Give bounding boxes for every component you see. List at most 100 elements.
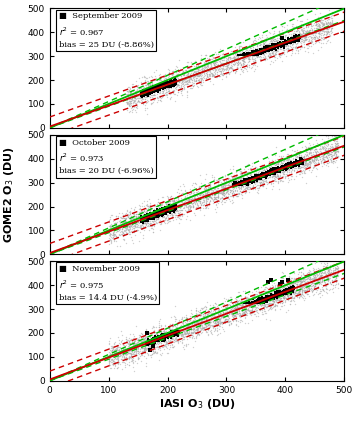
Point bbox=[197, 308, 202, 315]
Point bbox=[157, 335, 163, 342]
Point bbox=[284, 291, 290, 298]
Point bbox=[125, 223, 130, 230]
Point bbox=[125, 345, 130, 352]
Point bbox=[175, 208, 181, 215]
Point bbox=[313, 160, 319, 167]
Point bbox=[285, 39, 291, 46]
Point bbox=[306, 279, 312, 286]
Point bbox=[321, 159, 326, 166]
Point bbox=[291, 34, 296, 41]
Point bbox=[274, 42, 279, 49]
Point bbox=[136, 97, 141, 104]
Point bbox=[263, 55, 268, 62]
Point bbox=[225, 56, 231, 63]
Point bbox=[107, 350, 113, 357]
Point bbox=[195, 70, 201, 77]
Point bbox=[292, 158, 297, 165]
Point bbox=[282, 295, 287, 302]
Point bbox=[283, 166, 289, 173]
Point bbox=[308, 286, 314, 293]
Point bbox=[311, 268, 317, 275]
Point bbox=[115, 346, 120, 353]
Point bbox=[234, 179, 240, 186]
Point bbox=[295, 34, 301, 41]
Point bbox=[299, 283, 304, 290]
Point bbox=[106, 355, 112, 362]
Point bbox=[148, 215, 154, 222]
Point bbox=[179, 328, 185, 335]
Point bbox=[154, 338, 160, 345]
Point bbox=[300, 270, 306, 277]
Point bbox=[291, 38, 297, 44]
Point bbox=[281, 288, 287, 294]
Point bbox=[236, 55, 241, 62]
Point bbox=[261, 170, 267, 177]
Point bbox=[290, 286, 296, 293]
Point bbox=[111, 352, 116, 359]
Point bbox=[251, 48, 256, 55]
Point bbox=[285, 164, 291, 171]
Point bbox=[299, 157, 304, 164]
Point bbox=[219, 65, 225, 71]
Point bbox=[275, 292, 280, 299]
Point bbox=[233, 308, 239, 315]
Point bbox=[162, 330, 168, 337]
Point bbox=[128, 344, 134, 351]
Point bbox=[253, 301, 258, 308]
Point bbox=[258, 168, 264, 175]
Point bbox=[267, 305, 273, 311]
Point bbox=[323, 148, 329, 154]
Point bbox=[264, 297, 269, 303]
Point bbox=[233, 305, 239, 311]
Point bbox=[213, 305, 219, 312]
Point bbox=[238, 181, 244, 187]
Point bbox=[269, 299, 275, 306]
Point bbox=[233, 174, 238, 181]
Point bbox=[225, 194, 231, 201]
Point bbox=[274, 292, 279, 299]
Point bbox=[171, 206, 177, 212]
Point bbox=[291, 284, 296, 291]
Point bbox=[309, 155, 315, 162]
Point bbox=[128, 228, 133, 234]
Point bbox=[181, 321, 187, 328]
Point bbox=[331, 157, 336, 164]
Point bbox=[192, 324, 197, 330]
Point bbox=[267, 44, 272, 51]
Point bbox=[141, 93, 147, 99]
Point bbox=[234, 310, 240, 317]
Point bbox=[282, 291, 288, 297]
Point bbox=[137, 333, 142, 340]
Point bbox=[189, 199, 195, 206]
Point bbox=[206, 58, 212, 65]
Point bbox=[160, 201, 165, 207]
Point bbox=[304, 161, 309, 168]
Point bbox=[157, 83, 163, 90]
Point bbox=[121, 356, 126, 363]
Point bbox=[247, 297, 253, 304]
Point bbox=[173, 198, 178, 205]
Point bbox=[149, 211, 155, 218]
Point bbox=[321, 21, 326, 28]
Point bbox=[282, 37, 288, 44]
Point bbox=[213, 176, 218, 183]
Point bbox=[267, 295, 272, 302]
Point bbox=[208, 187, 214, 193]
Point bbox=[280, 35, 285, 42]
Point bbox=[131, 90, 137, 96]
Point bbox=[295, 47, 301, 53]
Point bbox=[260, 294, 266, 301]
Point bbox=[260, 310, 265, 317]
Point bbox=[271, 300, 276, 307]
Point bbox=[248, 51, 253, 58]
Point bbox=[293, 33, 299, 40]
Point bbox=[323, 153, 329, 160]
Point bbox=[246, 289, 252, 296]
Point bbox=[222, 183, 228, 190]
Point bbox=[223, 181, 228, 188]
Point bbox=[133, 103, 139, 110]
Point bbox=[166, 339, 171, 346]
Point bbox=[174, 79, 180, 85]
Point bbox=[169, 74, 175, 80]
Point bbox=[252, 173, 258, 180]
